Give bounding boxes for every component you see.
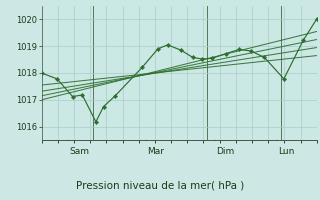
Text: Pression niveau de la mer( hPa ): Pression niveau de la mer( hPa ) <box>76 181 244 191</box>
Text: Dim: Dim <box>216 147 235 156</box>
Text: Mar: Mar <box>148 147 164 156</box>
Text: Lun: Lun <box>278 147 295 156</box>
Text: Sam: Sam <box>69 147 89 156</box>
